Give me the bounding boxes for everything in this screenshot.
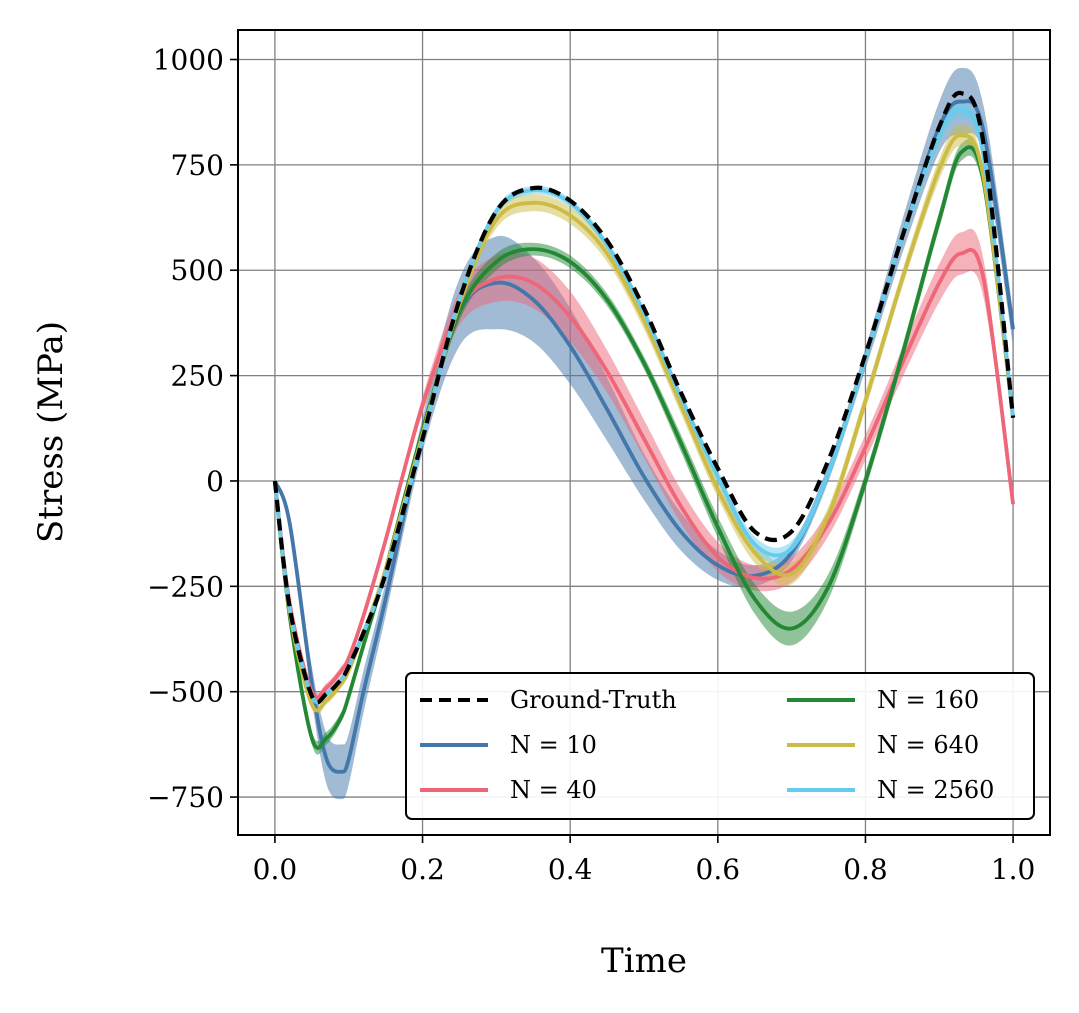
x-tick-label: 0.4 [548, 853, 593, 886]
legend-label: Ground-Truth [510, 686, 677, 714]
legend-frame [405, 672, 1035, 820]
x-tick-label: 1.0 [991, 853, 1036, 886]
y-tick-label: 250 [171, 360, 224, 393]
line-n-160 [273, 145, 1015, 750]
y-tick-label: 750 [171, 149, 224, 182]
x-tick-label: 0.2 [400, 853, 445, 886]
line-n-40 [273, 248, 1015, 700]
line-n-640 [273, 133, 1015, 713]
x-tick-label: 0.6 [696, 853, 741, 886]
grid [238, 30, 1050, 835]
x-tick-label: 0.8 [843, 853, 888, 886]
line-ground-truth [272, 90, 1016, 705]
legend-label: N = 640 [877, 731, 979, 759]
y-axis-label: Stress (MPa) [31, 321, 71, 543]
plot-frame [237, 29, 1051, 836]
x-axis-label: Time [601, 941, 687, 981]
legend-label: N = 10 [510, 731, 597, 759]
band-n-640 [274, 124, 1014, 715]
y-tick-label: 1000 [153, 44, 224, 77]
x-tick-label: 0.0 [253, 853, 298, 886]
legend-label: N = 2560 [877, 776, 994, 804]
series-lines [272, 90, 1016, 774]
legend: Ground-Truth N = 10 N = 40 N = 160 N = 640 N … [405, 672, 1035, 820]
legend-label: N = 160 [877, 686, 979, 714]
y-tick-label: −250 [147, 570, 224, 603]
y-tick-label: 0 [206, 465, 224, 498]
y-tick-label: −500 [147, 676, 224, 709]
y-tick-label: −750 [147, 781, 224, 814]
legend-label: N = 40 [510, 776, 597, 804]
y-tick-label: 500 [171, 254, 224, 287]
line-n-2560 [273, 107, 1015, 705]
axis-ticks: 0.0 0.2 0.4 0.6 0.8 1.0 −750 −500 −250 0 250 500 750… [147, 44, 1035, 886]
